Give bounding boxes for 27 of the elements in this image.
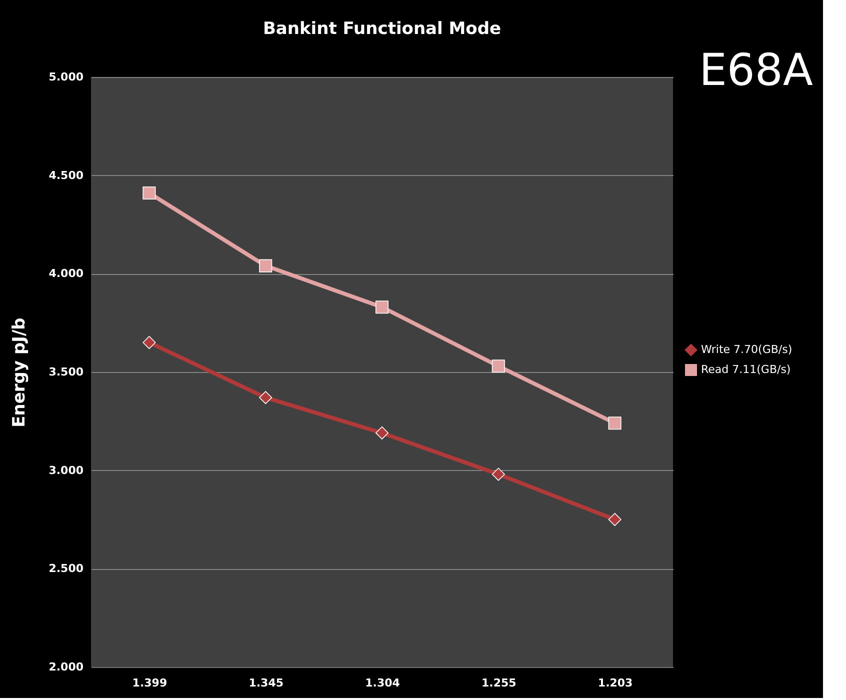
legend-label: Read 7.11(GB/s): [701, 363, 791, 376]
point: [142, 336, 156, 350]
y-tick-label: 3.000: [48, 464, 84, 477]
point: [492, 360, 505, 373]
x-tick-label: 1.345: [248, 676, 284, 690]
y-tick-label: 4.000: [48, 267, 84, 280]
x-tick-label: 1.304: [365, 676, 400, 690]
y-tick-label: 2.500: [48, 562, 84, 576]
x-tick-label: 1.399: [132, 676, 168, 690]
point: [608, 512, 622, 526]
legend-label: Write 7.70(GB/s): [701, 343, 792, 356]
y-tick-label: 2.000: [48, 660, 84, 674]
point: [259, 259, 272, 272]
y-tick-label: 4.500: [48, 168, 84, 182]
point: [608, 416, 622, 430]
point: [375, 300, 389, 314]
y-axis-title: Energy pJ/b: [10, 318, 30, 428]
point: [259, 391, 272, 404]
text: E68A: [699, 45, 813, 96]
x-tick-label: 1.255: [482, 676, 516, 690]
point: [492, 468, 505, 481]
chart-title: Bankint Functional Mode: [262, 19, 502, 39]
y-tick-label: 5.000: [48, 70, 84, 84]
y-tick-label: 3.500: [48, 366, 84, 378]
point: [375, 426, 389, 440]
point: [142, 186, 156, 200]
x-tick-label: 1.203: [598, 676, 633, 690]
